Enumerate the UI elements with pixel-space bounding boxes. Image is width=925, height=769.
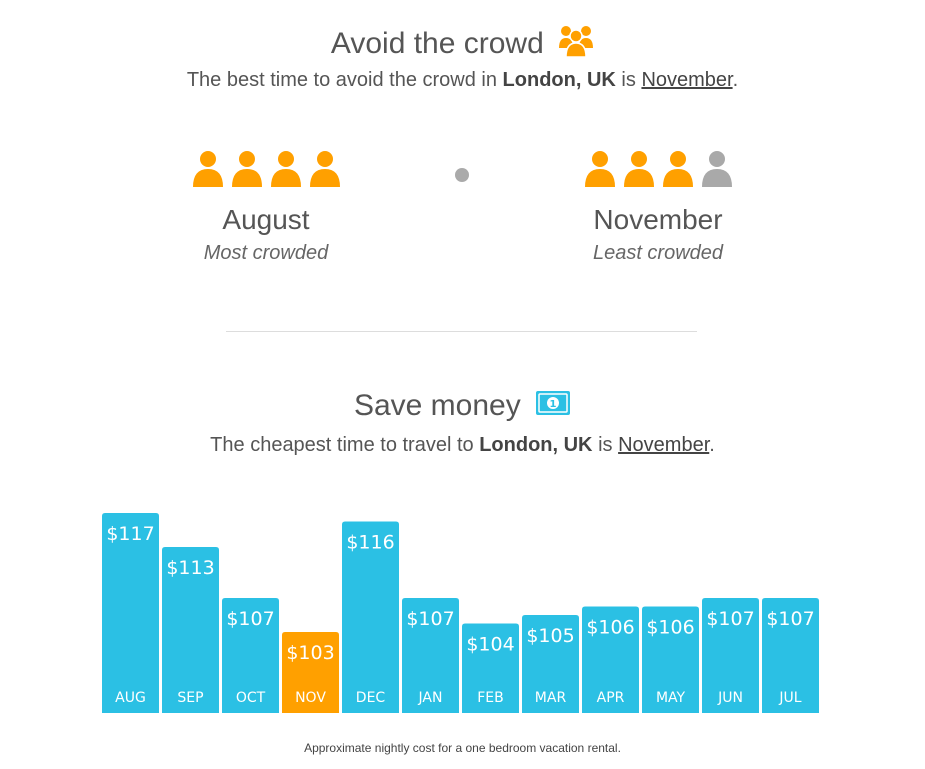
- crowd-level-most: [166, 150, 366, 190]
- money-subtitle-mid: is: [598, 434, 613, 456]
- bar-value-label: $107: [766, 608, 814, 630]
- bar-category-label: DEC: [356, 690, 386, 706]
- money-subtitle-suffix: .: [709, 434, 715, 456]
- crowd-subtitle-place: London, UK: [502, 69, 616, 91]
- bar-category-label: OCT: [236, 690, 266, 706]
- bar-value-label: $117: [106, 523, 154, 545]
- bar-nov: [282, 632, 339, 713]
- bar-value-label: $104: [466, 634, 514, 656]
- bar-category-label: MAY: [656, 690, 686, 706]
- least-crowded-label: Least crowded: [592, 242, 724, 264]
- bar-may: [642, 606, 699, 713]
- bar-jan: [402, 598, 459, 713]
- crowd-subtitle-month-link[interactable]: November: [641, 69, 733, 91]
- money-subtitle-prefix: The cheapest time to travel to: [210, 434, 474, 456]
- bar-value-label: $107: [706, 608, 754, 630]
- most-crowded-block: August Most crowded: [166, 150, 366, 265]
- most-crowded-label: Most crowded: [203, 242, 329, 264]
- bar-sep: [162, 547, 219, 713]
- money-subtitle-month-link[interactable]: November: [618, 434, 710, 456]
- crowd-subtitle-prefix: The best time to avoid the crowd in: [186, 69, 497, 91]
- bar-jul: [762, 598, 819, 713]
- person-icon-active: [583, 150, 617, 190]
- bar-category-label: JUN: [717, 690, 743, 706]
- bar-apr: [582, 606, 639, 713]
- bar-dec: [342, 521, 399, 713]
- bar-mar: [522, 615, 579, 713]
- bar-value-label: $103: [286, 642, 334, 664]
- person-icon-active: [230, 150, 264, 190]
- bar-value-label: $113: [166, 557, 214, 579]
- person-icon-active: [191, 150, 225, 190]
- bar-category-label: APR: [597, 690, 625, 706]
- section-divider: [226, 331, 697, 332]
- person-icon-active: [622, 150, 656, 190]
- crowd-title-text: Avoid the crowd: [330, 26, 544, 60]
- bar-category-label: NOV: [295, 690, 326, 706]
- bar-jun: [702, 598, 759, 713]
- crowd-subtitle-suffix: .: [732, 69, 739, 91]
- bar-category-label: JUL: [778, 690, 801, 706]
- most-crowded-month: August: [222, 204, 310, 235]
- bar-value-label: $107: [406, 608, 454, 630]
- money-subtitle-place: London, UK: [479, 434, 593, 456]
- bar-value-label: $116: [346, 532, 394, 554]
- least-crowded-block: November Least crowded: [558, 150, 758, 265]
- people-group-icon: [558, 24, 594, 66]
- bar-category-label: JAN: [418, 690, 443, 706]
- person-icon-active: [661, 150, 695, 190]
- person-icon-active: [308, 150, 342, 190]
- bar-aug: [102, 513, 159, 713]
- bar-value-label: $106: [646, 617, 694, 639]
- crowd-title: Avoid the crowd: [0, 24, 925, 66]
- bar-value-label: $107: [226, 608, 274, 630]
- bar-value-label: $105: [526, 625, 574, 647]
- separator-dot: [455, 168, 469, 182]
- bar-feb: [462, 623, 519, 713]
- bar-oct: [222, 598, 279, 713]
- money-title: Save money 1: [0, 389, 925, 424]
- bar-category-label: MAR: [535, 690, 567, 706]
- bar-category-label: FEB: [477, 690, 504, 706]
- price-bar-chart: $117 AUG $113 SEP $107 OCT $103 NOV $116 DEC $107 J…: [102, 513, 819, 713]
- svg-text:1: 1: [550, 399, 557, 410]
- person-icon-inactive: [700, 150, 734, 190]
- bar-category-label: AUG: [115, 690, 146, 706]
- least-crowded-month: November: [593, 204, 723, 235]
- crowd-subtitle: The best time to avoid the crowd in Lond…: [0, 69, 925, 92]
- chart-footnote: Approximate nightly cost for a one bedro…: [304, 741, 621, 755]
- money-title-text: Save money: [353, 389, 521, 422]
- crowd-subtitle-mid: is: [621, 69, 636, 91]
- money-bill-icon: 1: [535, 390, 571, 424]
- money-subtitle: The cheapest time to travel to London, U…: [0, 434, 925, 457]
- bar-value-label: $106: [586, 617, 634, 639]
- crowd-level-least: [558, 150, 758, 190]
- person-icon-active: [269, 150, 303, 190]
- bar-category-label: SEP: [177, 690, 203, 706]
